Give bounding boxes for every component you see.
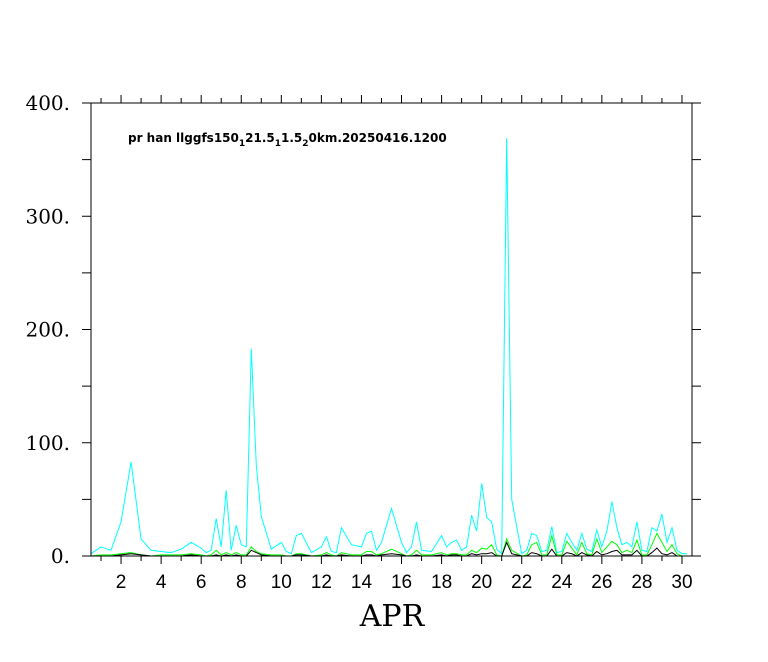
x-tick-label: 22 [511,572,532,593]
tick-layer [82,95,701,564]
y-tick-label: 100. [25,431,70,455]
y-tick-label: 300. [25,204,70,228]
x-tick-label: 30 [671,572,692,593]
x-tick-label: 24 [551,572,573,593]
title-mid-2: 1.5 [281,131,302,145]
x-tick-label: 20 [471,572,492,593]
x-tick-label: 28 [631,572,652,593]
series-layer [90,138,687,557]
x-tick-label: 2 [116,572,127,593]
x-axis-label: APR [359,599,426,634]
series-line-2 [91,541,687,557]
series-line-1 [90,532,687,557]
y-tick-label: 200. [25,318,70,342]
series-line-0 [90,138,687,555]
y-tick-label: 400. [25,91,70,115]
x-tick-label: 26 [591,572,612,593]
x-tick-label: 12 [311,572,332,593]
x-tick-label: 4 [156,572,167,593]
chart-title: pr han llggfs150121.511.520km.20250416.1… [128,131,447,149]
plot-frame [90,102,693,557]
x-tick-label: 6 [196,572,207,593]
x-tick-label: 16 [391,572,412,593]
title-sub-1: 1 [239,139,245,149]
x-tick-label: 10 [271,572,292,593]
label-layer: 0.100.200.300.400.2 4 6 8 10 12 14 16 18 20 22 24 26… [25,91,692,593]
x-tick-label: 8 [236,572,247,593]
x-tick-label: 14 [351,572,373,593]
title-sub-3: 2 [302,139,308,149]
title-main: pr han llggfs150 [128,131,239,145]
x-tick-label: 18 [431,572,452,593]
y-tick-label: 0. [51,544,70,568]
title-mid-1: 21.5 [245,131,275,145]
title-sub-2: 1 [275,139,281,149]
title-end: 0km.20250416.1200 [309,131,447,145]
